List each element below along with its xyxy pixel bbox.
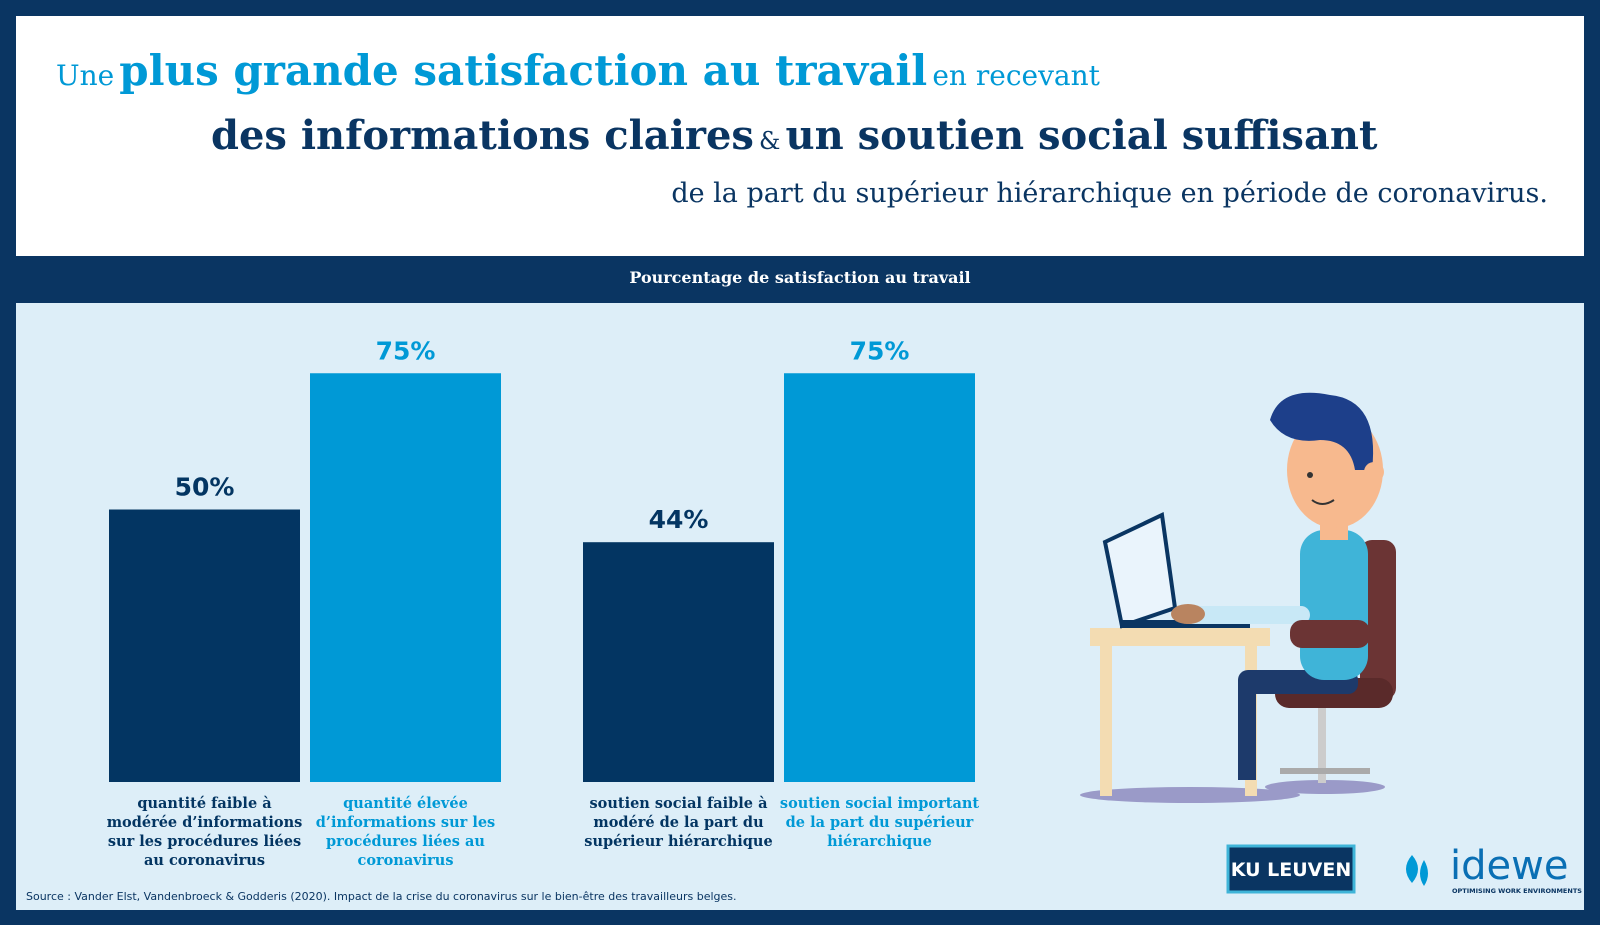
logo-box — [1226, 844, 1356, 894]
title-text: Une — [56, 59, 115, 92]
value-label: 50% — [175, 473, 235, 502]
logo-text: idewe — [1450, 843, 1568, 889]
chair-base — [1280, 768, 1370, 774]
idewe-logo: idewe OPTIMISING WORK ENVIRONMENTS — [1406, 843, 1582, 895]
value-label: 75% — [376, 336, 436, 365]
title-line-2: des informations claires & un soutien so… — [211, 112, 1377, 159]
laptop-base — [1120, 620, 1250, 628]
hand — [1171, 604, 1205, 624]
ku-leuven-logo: KU LEUVEN — [1226, 844, 1356, 894]
hair — [1270, 392, 1374, 470]
title-emphasis: des informations claires — [211, 112, 754, 159]
chart-title: Pourcentage de satisfaction au travail — [629, 268, 971, 287]
source: Source : Vander Elst, Vandenbroeck & God… — [26, 890, 737, 903]
category-label: soutien social faible à modéré de la par… — [584, 795, 773, 850]
desk-leg — [1100, 646, 1112, 796]
bar — [784, 373, 975, 782]
header: Une plus grande satisfaction au travail … — [16, 16, 1584, 256]
logo-tagline: OPTIMISING WORK ENVIRONMENTS — [1452, 887, 1582, 895]
mouth — [1311, 499, 1335, 505]
chair-post — [1318, 708, 1326, 783]
illustration — [1080, 392, 1396, 803]
shadow — [1080, 787, 1300, 803]
bar — [583, 542, 774, 782]
laptop-screen — [1102, 512, 1178, 629]
value-label: 44% — [649, 505, 709, 534]
ear — [1364, 462, 1384, 482]
arm — [1180, 606, 1310, 624]
title-text: & — [759, 127, 781, 155]
bar — [310, 373, 501, 782]
bar — [109, 509, 300, 782]
title-emphasis: plus grande satisfaction au travail — [119, 46, 928, 95]
title-line-1: Une plus grande satisfaction au travail … — [56, 46, 1100, 95]
torso — [1300, 530, 1368, 680]
shadow — [1265, 780, 1385, 794]
logo-text: KU LEUVEN — [1231, 859, 1352, 881]
title-emphasis: un soutien social suffisant — [785, 112, 1378, 159]
desk-top — [1090, 628, 1270, 646]
eye — [1307, 472, 1313, 478]
leg — [1238, 680, 1256, 780]
title-text: en recevant — [932, 59, 1100, 92]
category-label: soutien social important de la part du s… — [779, 795, 980, 850]
category-label: quantité faible à modérée d’informations… — [106, 795, 303, 869]
category-label: quantité élevée d’informations sur les p… — [315, 795, 496, 869]
armrest — [1290, 620, 1370, 648]
title-line-3: de la part du supérieur hiérarchique en … — [671, 178, 1548, 209]
value-label: 75% — [850, 336, 910, 365]
logo-mark — [1406, 855, 1428, 886]
chair-back — [1360, 540, 1396, 700]
